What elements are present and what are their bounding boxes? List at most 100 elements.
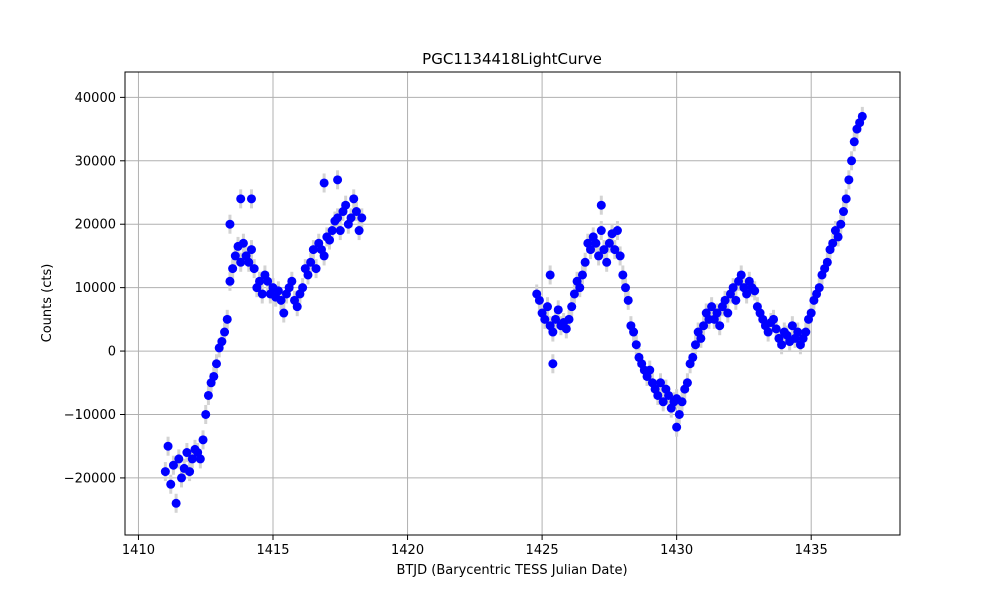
data-point xyxy=(177,473,187,483)
data-point xyxy=(699,321,709,331)
data-point xyxy=(236,257,246,267)
data-point xyxy=(610,245,620,255)
data-point xyxy=(246,245,256,255)
data-point xyxy=(201,409,211,419)
data-point xyxy=(596,226,606,236)
data-point xyxy=(198,435,208,445)
plot-frame xyxy=(124,71,901,536)
data-point xyxy=(777,340,787,350)
data-point xyxy=(841,194,851,204)
data-point xyxy=(553,305,563,315)
chart-title: PGC1134418LightCurve xyxy=(422,50,602,68)
y-tick-label: 30000 xyxy=(75,154,116,169)
data-point xyxy=(849,137,859,147)
data-points xyxy=(160,111,867,508)
data-point xyxy=(723,308,733,318)
data-point xyxy=(615,251,625,261)
data-point xyxy=(599,245,609,255)
data-point xyxy=(222,314,232,324)
data-point xyxy=(319,251,329,261)
data-point xyxy=(160,467,170,477)
data-point xyxy=(548,327,558,337)
x-axis-label: BTJD (Barycentric TESS Julian Date) xyxy=(396,563,627,578)
data-point xyxy=(569,289,579,299)
data-point xyxy=(182,448,192,458)
data-point xyxy=(806,308,816,318)
data-point xyxy=(728,283,738,293)
data-point xyxy=(163,441,173,451)
data-point xyxy=(166,479,176,489)
data-point xyxy=(664,390,674,400)
data-point xyxy=(185,467,195,477)
data-point xyxy=(567,302,577,312)
x-tick-label: 1410 xyxy=(122,543,155,558)
data-point xyxy=(217,337,227,347)
data-point xyxy=(561,324,571,334)
data-point xyxy=(273,286,283,296)
data-point xyxy=(335,226,345,236)
data-point xyxy=(690,340,700,350)
data-point xyxy=(263,276,273,286)
data-point xyxy=(209,371,219,381)
data-point xyxy=(230,251,240,261)
data-point xyxy=(249,264,259,274)
data-point xyxy=(357,213,367,223)
data-point xyxy=(333,175,343,185)
data-point xyxy=(731,295,741,305)
data-point xyxy=(292,302,302,312)
data-point xyxy=(618,270,628,280)
data-point xyxy=(545,270,555,280)
data-point xyxy=(580,257,590,267)
data-point xyxy=(220,327,230,337)
data-point xyxy=(629,327,639,337)
data-point xyxy=(187,454,197,464)
data-point xyxy=(341,200,351,210)
data-point xyxy=(736,270,746,280)
data-point xyxy=(653,390,663,400)
data-point xyxy=(311,264,321,274)
x-tick-label: 1430 xyxy=(660,543,693,558)
x-tick-label: 1425 xyxy=(526,543,559,558)
data-point xyxy=(168,460,178,470)
data-point xyxy=(763,327,773,337)
y-axis-ticks: −20000 −10000 0 10000 20000 30000 40000 xyxy=(64,91,125,486)
data-point xyxy=(715,321,725,331)
y-tick-label: 40000 xyxy=(75,91,116,106)
data-point xyxy=(327,226,337,236)
y-tick-label: 0 xyxy=(108,345,116,360)
data-point xyxy=(287,276,297,286)
data-point xyxy=(602,257,612,267)
data-point xyxy=(750,286,760,296)
data-point xyxy=(225,219,235,229)
data-point xyxy=(712,308,722,318)
data-point xyxy=(195,454,205,464)
x-tick-label: 1415 xyxy=(256,543,289,558)
data-point xyxy=(822,257,832,267)
data-point xyxy=(551,314,561,324)
data-point xyxy=(279,308,289,318)
data-point xyxy=(351,207,361,217)
data-point xyxy=(787,321,797,331)
data-point xyxy=(174,454,184,464)
data-point xyxy=(696,333,706,343)
data-point xyxy=(319,178,329,188)
data-point xyxy=(349,194,359,204)
data-point xyxy=(769,314,779,324)
data-point xyxy=(674,409,684,419)
data-point xyxy=(276,295,286,305)
data-point xyxy=(306,257,316,267)
data-point xyxy=(836,219,846,229)
data-point xyxy=(742,289,752,299)
data-point xyxy=(303,270,313,280)
data-point xyxy=(542,302,552,312)
data-point xyxy=(575,283,585,293)
data-point xyxy=(604,238,614,248)
data-point xyxy=(228,264,238,274)
data-point xyxy=(225,276,235,286)
y-axis-label: Counts (cts) xyxy=(40,264,55,343)
y-tick-label: 10000 xyxy=(75,281,116,296)
data-point xyxy=(346,213,356,223)
data-point xyxy=(171,498,181,508)
data-point xyxy=(325,235,335,245)
